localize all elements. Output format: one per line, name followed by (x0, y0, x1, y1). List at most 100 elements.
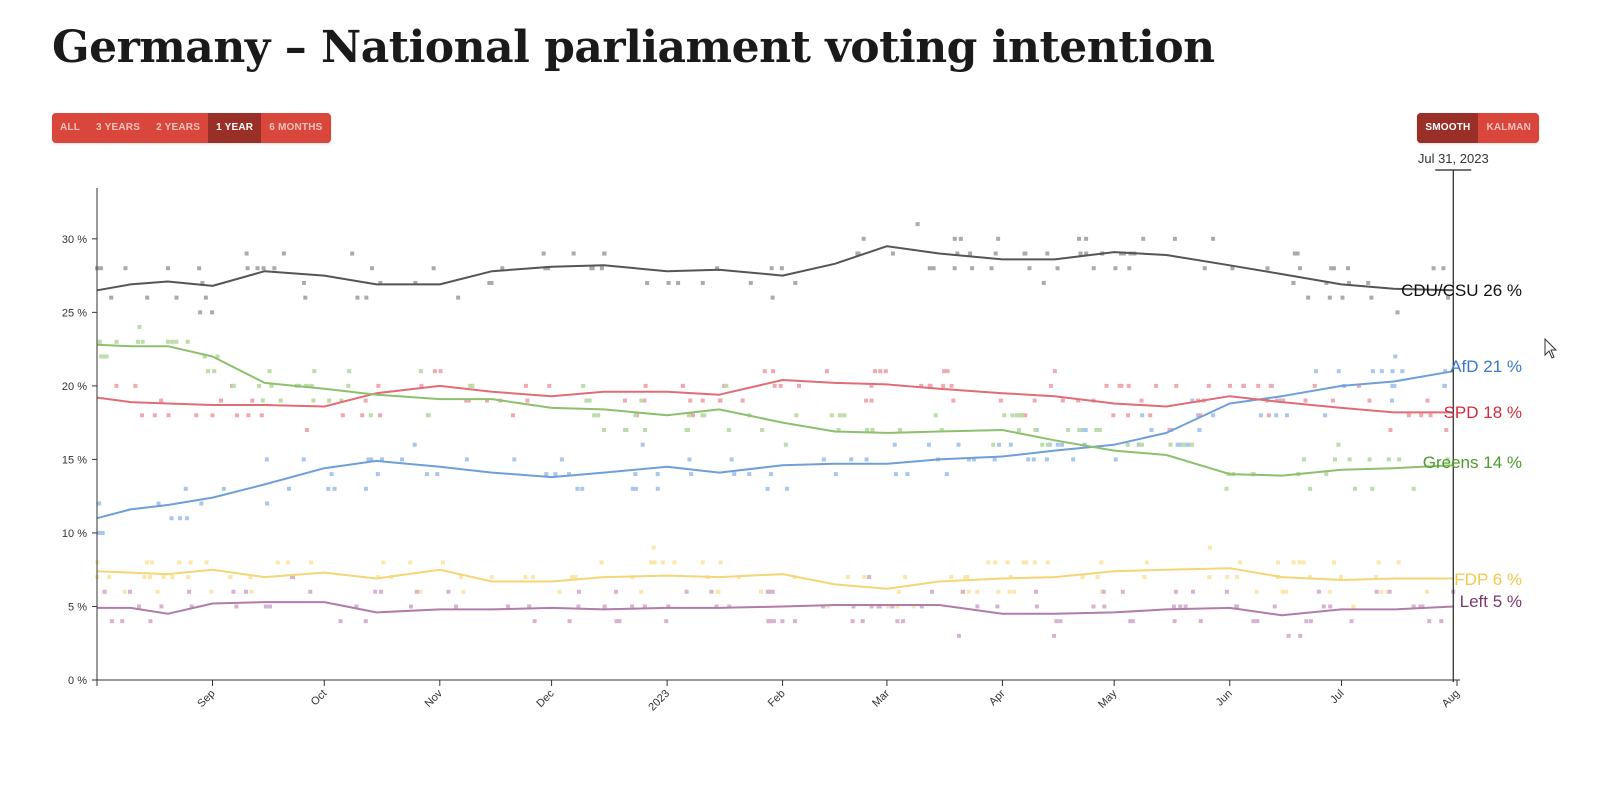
poll-point-afd (1071, 457, 1076, 462)
poll-point-left (709, 589, 714, 594)
x-tick-label: Aug (1440, 688, 1462, 710)
poll-point-fdp (1424, 589, 1429, 594)
poll-point-cdu-csu (1084, 251, 1089, 256)
poll-point-afd (1140, 413, 1145, 418)
poll-point-afd (1400, 369, 1405, 374)
poll-point-left (289, 575, 294, 580)
poll-point-left (1128, 619, 1133, 624)
poll-point-afd (821, 457, 826, 462)
poll-point-fdp (248, 575, 253, 580)
date-marker[interactable]: Jul 31, 2023 (1418, 151, 1489, 682)
range-6-months-button[interactable]: 6 MONTHS (269, 122, 323, 133)
poll-point-cdu-csu (931, 266, 936, 271)
poll-point-fdp (652, 560, 657, 565)
poll-point-fdp (249, 589, 254, 594)
poll-point-cdu-csu (1327, 295, 1332, 300)
poll-point-greens (137, 325, 142, 330)
poll-point-afd (1196, 413, 1201, 418)
poll-point-fdp (1207, 575, 1212, 580)
trend-line-afd (96, 370, 1454, 520)
poll-point-spd (1406, 413, 1411, 418)
poll-point-fdp (1238, 560, 1243, 565)
y-tick-label: 0 % (68, 675, 87, 687)
x-tick-label: Oct (309, 688, 330, 709)
range-2-years-button[interactable]: 2 YEARS (156, 122, 201, 133)
poll-point-spd (1388, 428, 1393, 432)
poll-point-left (120, 619, 125, 624)
party-label-greens: Greens 14 % (1423, 453, 1522, 472)
poll-point-left (267, 604, 272, 609)
poll-point-left (869, 604, 874, 609)
poll-point-greens (215, 354, 220, 359)
poll-point-fdp (845, 575, 850, 580)
poll-point-fdp (1351, 604, 1356, 609)
poll-point-left (1101, 589, 1106, 594)
poll-point-greens (829, 413, 834, 418)
y-tick-label: 5 % (68, 601, 87, 613)
range-1-year-button[interactable]: 1 YEAR (208, 113, 262, 143)
poll-point-left (137, 604, 142, 609)
poll-point-afd (769, 472, 774, 477)
date-marker-label: Jul 31, 2023 (1418, 151, 1489, 166)
trend-line-cdu-csu (96, 245, 1454, 292)
poll-point-cdu-csu (165, 266, 170, 271)
smooth-mode-button[interactable]: SMOOTH (1417, 113, 1479, 143)
poll-point-left (1033, 589, 1038, 594)
poll-point-afd (1389, 398, 1394, 403)
poll-point-fdp (418, 589, 423, 594)
poll-point-fdp (1327, 589, 1332, 594)
poll-point-greens (1040, 442, 1045, 447)
poll-point-left (414, 589, 419, 594)
poll-point-spd (166, 413, 171, 418)
poll-point-cdu-csu (890, 251, 895, 256)
poll-point-fdp (228, 575, 233, 580)
poll-point-left (1235, 604, 1240, 609)
poll-point-greens (584, 398, 589, 403)
kalman-mode-button[interactable]: KALMAN (1486, 122, 1531, 133)
poll-point-greens (1094, 428, 1099, 432)
poll-point-fdp (759, 589, 764, 594)
poll-point-afd (1323, 413, 1328, 418)
poll-point-greens (185, 339, 190, 344)
poll-point-greens (596, 413, 601, 418)
range-all-button[interactable]: ALL (60, 122, 81, 133)
poll-point-cdu-csu (500, 266, 505, 271)
poll-point-left (338, 619, 343, 624)
poll-point-cdu-csu (109, 295, 114, 300)
poll-point-greens (685, 428, 690, 432)
poll-point-left (1420, 604, 1425, 609)
poll-point-spd (797, 383, 802, 388)
poll-point-cdu-csu (487, 280, 492, 285)
poll-point-cdu-csu (1022, 251, 1027, 256)
poll-point-left (684, 589, 689, 594)
poll-point-greens (1168, 442, 1173, 447)
poll-point-spd (941, 383, 946, 388)
poll-points-layer (95, 222, 1456, 638)
range-3-years-button[interactable]: 3 YEARS (96, 122, 141, 133)
poll-point-left (1298, 633, 1303, 638)
poll-point-spd (1060, 398, 1065, 403)
poll-point-afd (972, 457, 977, 462)
poll-point-left (727, 604, 732, 609)
poll-point-greens (760, 428, 765, 432)
poll-point-greens (633, 413, 638, 418)
poll-point-fdp (1307, 575, 1312, 580)
poll-point-left (527, 604, 532, 609)
poll-point-fdp (458, 575, 463, 580)
poll-point-left (1321, 604, 1326, 609)
poll-point-left (1171, 604, 1176, 609)
poll-point-greens (1370, 486, 1375, 491)
poll-point-left (1272, 604, 1277, 609)
poll-point-greens (1224, 486, 1229, 491)
poll-point-spd (771, 369, 776, 374)
poll-point-left (446, 589, 451, 594)
poll-point-greens (870, 428, 875, 432)
poll-point-cdu-csu (1347, 280, 1352, 285)
poll-point-cdu-csu (1297, 266, 1302, 271)
poll-point-left (876, 604, 881, 609)
poll-point-greens (1139, 442, 1144, 447)
poll-point-left (767, 619, 772, 624)
poll-point-cdu-csu (1084, 236, 1089, 241)
poll-point-spd (824, 369, 829, 374)
poll-point-spd (219, 398, 224, 403)
